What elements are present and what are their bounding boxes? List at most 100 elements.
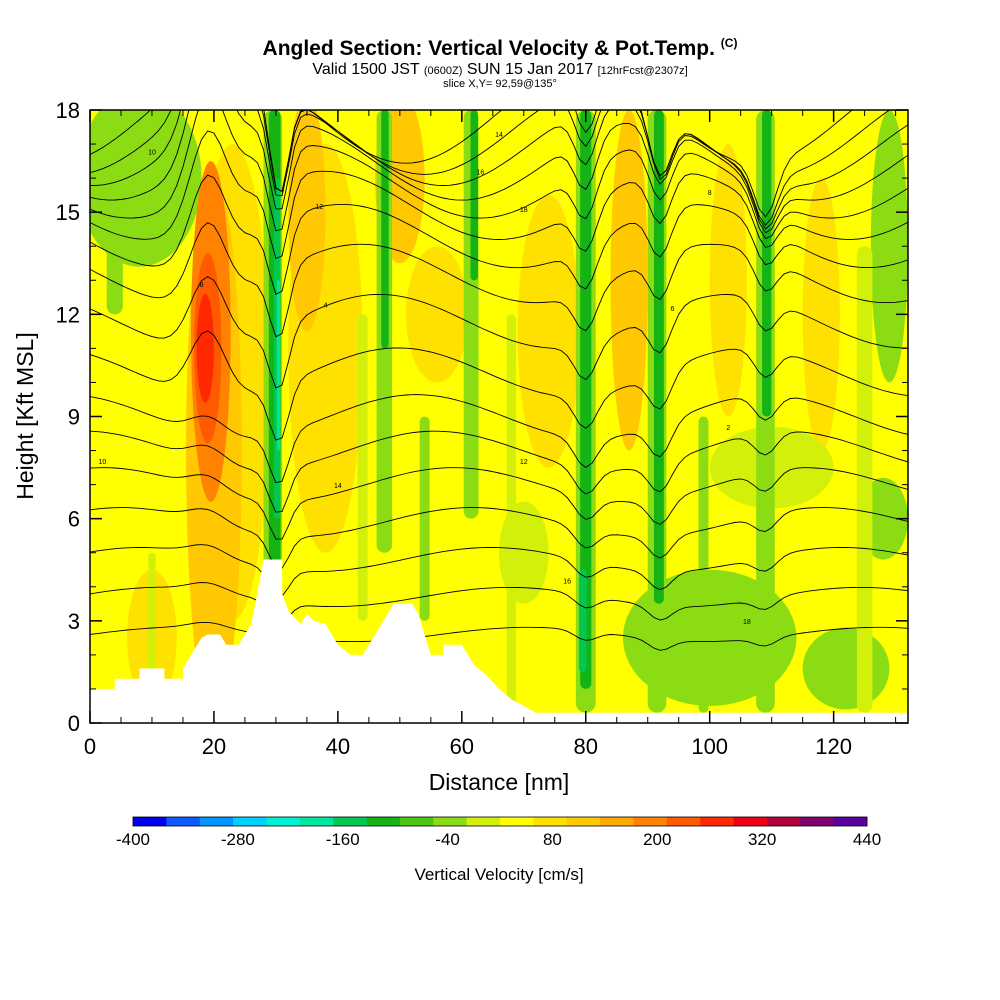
downdraft-band	[419, 416, 430, 621]
contour-label: 14	[334, 483, 342, 490]
colorbar-swatch	[766, 817, 801, 826]
contour-label: 18	[743, 619, 751, 626]
velocity-region	[517, 195, 580, 468]
downdraft-band	[762, 110, 772, 417]
theta-contour	[90, 110, 908, 234]
contour-label: 12	[520, 459, 528, 466]
theta-contour	[90, 467, 908, 540]
theta-contour	[90, 621, 908, 653]
velocity-region	[802, 178, 840, 451]
theta-contour	[90, 275, 908, 389]
contour-label: 12	[315, 204, 323, 211]
y-tick-label: 12	[56, 302, 80, 327]
downdraft-band	[580, 110, 592, 689]
colorbar-label: Vertical Velocity [cm/s]	[414, 865, 583, 884]
colorbar-swatch	[800, 817, 834, 826]
y-tick-label: 9	[68, 405, 80, 430]
downdraft-band	[578, 569, 587, 672]
theta-contour	[90, 544, 908, 597]
downdraft-band	[381, 110, 389, 349]
velocity-region	[709, 144, 747, 417]
contour-label: 10	[148, 149, 156, 156]
colorbar: -400 -280 -160 -40 80 200 320 440	[116, 816, 881, 849]
colorbar-tick-label: -400	[116, 830, 150, 849]
colorbar-tick-label: -160	[326, 830, 360, 849]
contour-label: 18	[520, 207, 528, 214]
x-tick-label: 100	[691, 734, 728, 759]
chart-title: Angled Section: Vertical Velocity & Pot.…	[262, 36, 738, 60]
colorbar-swatch	[266, 817, 301, 826]
colorbar-swatch	[500, 817, 534, 826]
velocity-region	[196, 293, 214, 403]
theta-contour	[90, 582, 908, 625]
colorbar-swatch	[433, 817, 467, 826]
slice-info: slice X,Y= 92,59@135°	[443, 78, 557, 90]
colorbar-swatch	[700, 817, 734, 826]
terrain	[90, 559, 908, 723]
y-tick-label: 18	[56, 98, 80, 123]
velocity-region	[288, 110, 326, 332]
theta-contour	[90, 130, 908, 260]
colorbar-swatch	[533, 817, 568, 826]
theta-contour	[90, 430, 908, 513]
colorbar-frame	[132, 816, 868, 827]
contour-label: 16	[563, 578, 571, 585]
velocity-region	[90, 110, 202, 267]
y-tick-label: 6	[68, 507, 80, 532]
x-tick-label: 0	[84, 734, 96, 759]
colorbar-swatch	[299, 817, 334, 826]
theta-contour	[90, 330, 908, 441]
velocity-region	[802, 627, 890, 710]
contour-label: 16	[477, 170, 485, 177]
colorbar-swatch	[233, 817, 267, 826]
colorbar-tick-label: 80	[543, 830, 562, 849]
downdraft-band	[357, 314, 368, 621]
colorbar-swatch	[333, 817, 367, 826]
velocity-region	[406, 246, 469, 383]
colorbar-swatch	[199, 817, 234, 826]
x-tick-label: 20	[202, 734, 226, 759]
contour-label: 10	[98, 459, 106, 466]
colorbar-swatch	[733, 817, 768, 826]
velocity-field	[90, 110, 908, 723]
colorbar-swatch	[366, 817, 401, 826]
theta-contour	[90, 110, 891, 226]
y-axis-label: Height [Kft MSL]	[12, 332, 38, 499]
x-tick-label: 60	[450, 734, 474, 759]
chart-subtitle: Valid 1500 JST (0600Z) SUN 15 Jan 2017 […	[312, 61, 688, 78]
theta-contour	[90, 110, 908, 240]
colorbar-swatch	[566, 817, 601, 826]
contour-label: 8	[708, 190, 712, 197]
colorbar-swatch	[133, 817, 167, 826]
velocity-region	[610, 110, 648, 451]
downdraft-band	[698, 416, 709, 713]
theta-contour	[90, 221, 908, 338]
downdraft-band	[506, 314, 517, 706]
x-tick-label: 40	[326, 734, 350, 759]
theta-contour	[90, 110, 853, 218]
colorbar-swatch	[600, 817, 634, 826]
downdraft-band	[856, 246, 873, 713]
downdraft-band	[276, 280, 280, 451]
colorbar-tick-label: -40	[435, 830, 460, 849]
colorbar-swatch	[666, 817, 701, 826]
downdraft-band	[470, 110, 478, 281]
theta-contour	[90, 174, 908, 295]
downdraft-band	[653, 110, 664, 604]
colorbar-swatch	[833, 817, 868, 826]
x-axis-label: Distance [nm]	[429, 769, 570, 795]
colorbar-swatch	[166, 817, 201, 826]
downdraft-band	[106, 110, 123, 315]
y-tick-label: 3	[68, 609, 80, 634]
contour-label: 2	[726, 425, 730, 432]
y-axis: 0 3 6 9 12 15 18	[56, 98, 908, 736]
colorbar-tick-label: 440	[853, 830, 881, 849]
theta-contour	[90, 394, 908, 484]
contour-label: 6	[671, 306, 675, 313]
contour-label: 14	[495, 132, 503, 139]
colorbar-tick-label: -280	[221, 830, 255, 849]
contour-label: 8	[200, 282, 204, 289]
x-axis: 0 20 40 60 80 100 120	[84, 110, 897, 759]
x-tick-label: 80	[574, 734, 598, 759]
